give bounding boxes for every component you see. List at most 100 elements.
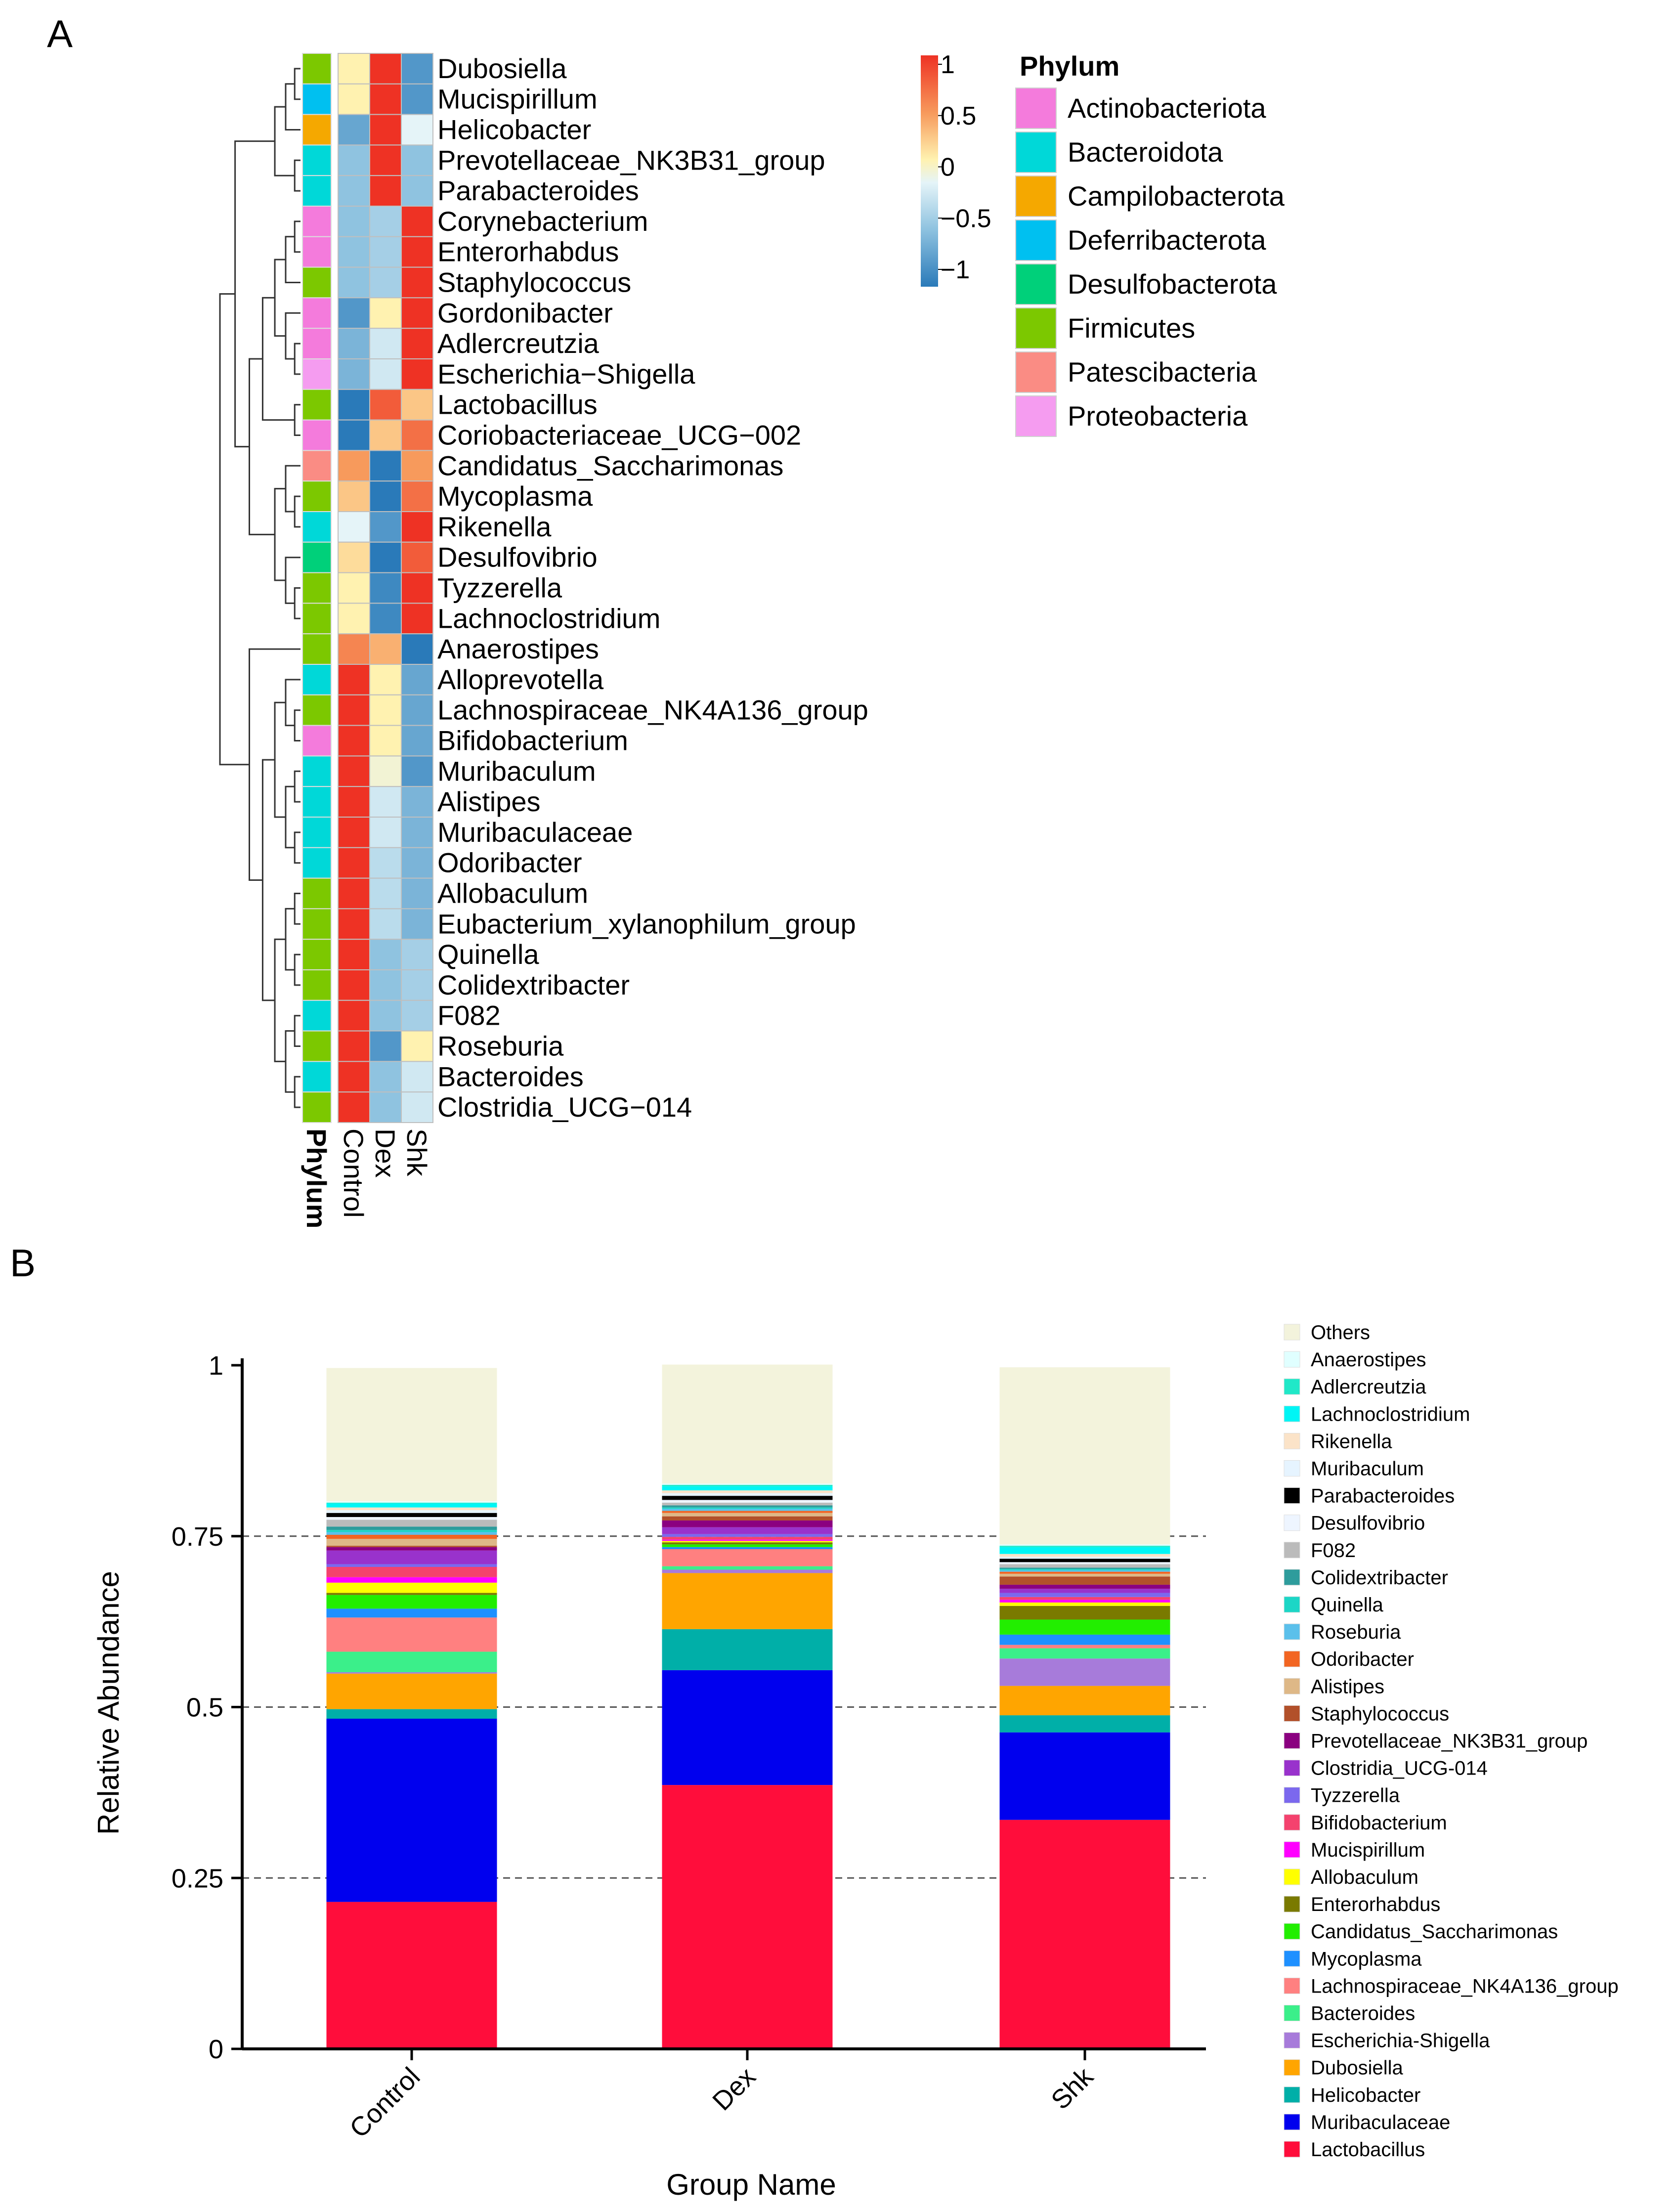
bar-legend-label-muribaculaceae: Muribaculaceae (1311, 2112, 1450, 2133)
bar-legend-swatch-dubosiella (1284, 2059, 1300, 2076)
heat-cell-muribaculaceae-shk (401, 817, 433, 848)
phylum-legend-label-proteobacteria: Proteobacteria (1068, 400, 1248, 432)
heat-cell-corynebacterium-dex (369, 206, 402, 237)
heat-cell-allobaculum-control (338, 877, 370, 910)
dendrogram-branch (285, 785, 295, 849)
dendrogram-branch (219, 293, 250, 766)
row-label-escherichia-shigella: Escherichia−Shigella (437, 358, 695, 390)
colorbar-ticklabel: 1 (941, 50, 955, 79)
bar-legend: Others Anaerostipes Adlercreutzia Lachnoclo… (1284, 1322, 1619, 2161)
bar-legend-label-lachnospiraceae-nk4a136-group: Lachnospiraceae_NK4A136_group (1311, 1975, 1619, 1997)
phylum-legend-swatch-firmicutes (1015, 307, 1057, 349)
heat-cell-colidextribacter-dex (369, 969, 402, 1001)
heat-cell-bacteroides-shk (401, 1061, 433, 1093)
row-label-desulfovibrio: Desulfovibrio (437, 542, 598, 573)
bar-segment-control-muribaculaceae (326, 1719, 497, 1902)
x-axis-ticks: Control Dex Shk (344, 2049, 1099, 2144)
row-label-odoribacter: Odoribacter (437, 847, 582, 878)
dendrogram-branch (274, 259, 286, 337)
heat-cell-lachnoclostridium-shk (401, 603, 433, 635)
bar-segment-dex-prevotellaceae-nk3b31-group (662, 1520, 833, 1527)
heat-cell-f082-control (338, 999, 370, 1032)
bar-segment-control-prevotellaceae-nk3b31-group (326, 1547, 497, 1551)
bar-segment-dex-roseburia (662, 1509, 833, 1511)
bar-legend-label-colidextribacter: Colidextribacter (1311, 1567, 1448, 1589)
heatmap-row-labels: DubosiellaMucispirillumHelicobacterPrevo… (437, 53, 868, 1123)
heat-cell-mucispirillum-dex (369, 83, 402, 115)
bar-legend-swatch-lachnospiraceae-nk4a136-group (1284, 1977, 1300, 1994)
heat-cell-anaerostipes-control (338, 633, 370, 665)
bar-legend-swatch-parabacteroides (1284, 1487, 1300, 1504)
phylum-cell-escherichia-shigella (302, 358, 332, 390)
bar-segment-shk-mucispirillum (999, 1600, 1170, 1603)
heat-cell-clostridia-ucg-014-dex (369, 1091, 402, 1123)
bar-segment-control-clostridia-ucg-014 (326, 1550, 497, 1564)
heat-cell-coriobacteriaceae-ucg-002-control (338, 419, 370, 451)
phylum-cell-adlercreutzia (302, 328, 332, 360)
row-label-candidatus-saccharimonas: Candidatus_Saccharimonas (437, 450, 783, 481)
heat-cell-gordonibacter-shk (401, 297, 433, 329)
row-label-enterorhabdus: Enterorhabdus (437, 236, 619, 267)
colorbar-ticklabel: −1 (941, 256, 970, 284)
bar-legend-label-clostridia-ucg-014: Clostridia_UCG-014 (1311, 1758, 1488, 1779)
bar-segment-shk-lactobacillus (999, 1820, 1170, 2049)
bar-segment-shk-roseburia (999, 1570, 1170, 1572)
heat-cell-roseburia-shk (401, 1030, 433, 1062)
bar-legend-swatch-lachnoclostridium (1284, 1405, 1300, 1422)
bar-segment-dex-mycoplasma (662, 1547, 833, 1550)
heat-cell-f082-shk (401, 999, 433, 1032)
bar-segment-dex-tyzzerella (662, 1534, 833, 1537)
bar-segment-control-mucispirillum (326, 1577, 497, 1583)
heat-cell-roseburia-dex (369, 1030, 402, 1062)
heat-cell-staphylococcus-control (338, 266, 370, 299)
bar-segment-dex-alistipes (662, 1513, 833, 1517)
heat-cell-prevotellaceae-nk3b31-group-control (338, 144, 370, 176)
x-ticklabel-shk: Shk (1045, 2061, 1099, 2115)
row-label-muribaculaceae: Muribaculaceae (437, 817, 633, 848)
bar-legend-swatch-quinella (1284, 1596, 1300, 1613)
heat-cell-lachnospiraceae-nk4a136-group-shk (401, 694, 433, 726)
phylum-annotation-strip (302, 53, 332, 1123)
heat-cell-desulfovibrio-control (338, 541, 370, 573)
heat-cell-eubacterium-xylanophilum-group-dex (369, 908, 402, 940)
dendrogram-branch (285, 908, 295, 971)
bar-legend-label-odoribacter: Odoribacter (1311, 1648, 1414, 1670)
dendrogram-branch (285, 465, 300, 513)
bar-segment-shk-allobaculum (999, 1602, 1170, 1606)
bar-legend-label-bacteroides: Bacteroides (1311, 2003, 1415, 2025)
bar-legend-swatch-clostridia-ucg-014 (1284, 1760, 1300, 1777)
dendrogram-branch (274, 701, 286, 818)
heat-cell-lactobacillus-control (338, 389, 370, 421)
bar-segment-shk-bacteroides (999, 1648, 1170, 1659)
colorbar-ticklabel: 0.5 (941, 102, 976, 130)
heat-cell-colidextribacter-control (338, 969, 370, 1001)
dendrogram-branch (285, 679, 300, 727)
heat-cell-mycoplasma-shk (401, 480, 433, 513)
bar-segment-control-odoribacter (326, 1534, 497, 1539)
row-label-bifidobacterium: Bifidobacterium (437, 725, 628, 756)
row-label-mucispirillum: Mucispirillum (437, 84, 598, 115)
row-label-anaerostipes: Anaerostipes (437, 633, 599, 664)
phylum-cell-enterorhabdus (302, 236, 332, 268)
bar-segment-control-anaerostipes (326, 1501, 497, 1503)
heat-cell-clostridia-ucg-014-control (338, 1091, 370, 1123)
bar-legend-label-bifidobacterium: Bifidobacterium (1311, 1812, 1447, 1834)
heat-cell-mycoplasma-control (338, 480, 370, 513)
bar-segment-shk-others (999, 1367, 1170, 1545)
bar-legend-swatch-bacteroides (1284, 2005, 1300, 2021)
phylum-cell-roseburia (302, 1030, 332, 1062)
dendrogram-branch (294, 404, 300, 436)
bar-legend-swatch-helicobacter (1284, 2086, 1300, 2103)
bar-legend-label-desulfovibrio: Desulfovibrio (1311, 1513, 1425, 1534)
heat-cell-odoribacter-dex (369, 847, 402, 879)
axes (241, 1358, 1206, 2050)
bar-segment-dex-bifidobacterium (662, 1537, 833, 1540)
heat-cell-bacteroides-control (338, 1061, 370, 1093)
bar-legend-label-mucispirillum: Mucispirillum (1311, 1839, 1425, 1861)
heat-cell-tyzzerella-control (338, 572, 370, 604)
bar-segment-dex-parabacteroides (662, 1496, 833, 1500)
row-label-parabacteroides: Parabacteroides (437, 175, 639, 206)
bar-legend-swatch-candidatus-saccharimonas (1284, 1923, 1300, 1940)
bar-segment-shk-muribaculum (999, 1557, 1170, 1559)
bar-segment-dex-mucispirillum (662, 1539, 833, 1541)
